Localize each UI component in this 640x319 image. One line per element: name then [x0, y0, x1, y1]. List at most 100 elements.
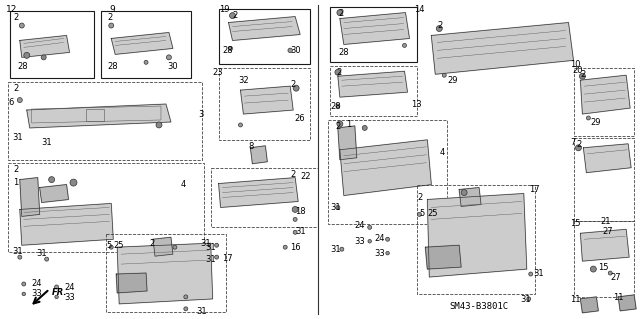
Text: 28: 28	[18, 62, 28, 71]
Bar	[101, 11, 191, 78]
Text: 31: 31	[330, 245, 340, 254]
Text: 33: 33	[355, 237, 365, 246]
Text: 29: 29	[447, 76, 458, 85]
Polygon shape	[426, 245, 461, 269]
Text: 28: 28	[108, 62, 118, 71]
Ellipse shape	[575, 145, 581, 151]
Ellipse shape	[166, 55, 172, 60]
Polygon shape	[250, 146, 268, 164]
Text: 31: 31	[201, 239, 211, 248]
Polygon shape	[241, 86, 293, 114]
Bar	[106, 234, 225, 312]
Ellipse shape	[608, 271, 612, 275]
Ellipse shape	[417, 212, 421, 216]
Text: 15: 15	[598, 263, 609, 272]
Ellipse shape	[335, 69, 341, 75]
Text: 32: 32	[239, 76, 249, 85]
Ellipse shape	[214, 243, 219, 247]
Text: SM43-B3801C: SM43-B3801C	[449, 302, 509, 311]
Text: 31: 31	[12, 133, 22, 142]
Text: 28: 28	[330, 102, 340, 111]
Text: 29: 29	[590, 118, 601, 127]
Ellipse shape	[156, 122, 162, 128]
Text: 9: 9	[109, 5, 115, 14]
Ellipse shape	[109, 23, 114, 28]
Text: 2: 2	[577, 140, 582, 149]
Text: 11: 11	[613, 293, 624, 302]
Bar	[330, 66, 417, 116]
Ellipse shape	[293, 230, 297, 234]
Text: 3: 3	[199, 110, 204, 119]
Polygon shape	[338, 126, 356, 160]
Bar	[330, 7, 417, 62]
Bar	[575, 138, 634, 221]
Bar	[575, 68, 634, 136]
Text: 14: 14	[415, 5, 425, 14]
Bar	[219, 68, 310, 140]
Text: 11: 11	[570, 295, 581, 304]
Ellipse shape	[239, 123, 243, 127]
Ellipse shape	[284, 245, 287, 249]
Text: 31: 31	[330, 204, 340, 212]
Text: 4: 4	[439, 148, 445, 157]
Ellipse shape	[184, 295, 188, 299]
Ellipse shape	[70, 179, 77, 186]
Text: 25: 25	[113, 241, 124, 250]
Ellipse shape	[173, 245, 177, 249]
Text: 31: 31	[36, 249, 47, 258]
Polygon shape	[20, 178, 40, 216]
Ellipse shape	[17, 98, 22, 103]
Text: 2: 2	[14, 84, 19, 93]
Polygon shape	[340, 140, 431, 196]
Text: 33: 33	[65, 293, 76, 302]
Ellipse shape	[442, 73, 446, 77]
Ellipse shape	[228, 47, 232, 50]
Bar	[328, 120, 447, 224]
Text: 10: 10	[570, 60, 581, 69]
Text: 24: 24	[374, 234, 385, 243]
Ellipse shape	[45, 257, 49, 261]
Text: 2: 2	[14, 165, 19, 174]
Ellipse shape	[386, 251, 389, 255]
Polygon shape	[340, 13, 410, 44]
Polygon shape	[584, 144, 631, 173]
Ellipse shape	[288, 48, 292, 53]
Text: 1: 1	[13, 178, 18, 187]
Bar	[575, 221, 634, 297]
Text: 33: 33	[374, 249, 385, 258]
Text: 30: 30	[290, 47, 301, 56]
Ellipse shape	[340, 247, 344, 251]
Text: 31: 31	[534, 269, 545, 278]
Ellipse shape	[590, 266, 596, 272]
Ellipse shape	[336, 205, 340, 210]
Bar	[219, 9, 310, 64]
Text: 4: 4	[181, 180, 186, 189]
Polygon shape	[116, 273, 147, 293]
Ellipse shape	[144, 60, 148, 64]
Text: 22: 22	[300, 172, 310, 181]
Text: 30: 30	[167, 62, 177, 71]
Bar	[211, 168, 318, 227]
Text: 5: 5	[106, 241, 111, 250]
Ellipse shape	[293, 85, 299, 91]
Text: 2: 2	[338, 9, 343, 18]
Text: 17: 17	[223, 254, 233, 263]
Text: 16: 16	[290, 243, 301, 252]
Text: 6: 6	[8, 98, 13, 107]
Ellipse shape	[586, 116, 590, 120]
Text: 24: 24	[65, 283, 75, 292]
Text: 2: 2	[290, 80, 296, 89]
Polygon shape	[27, 104, 171, 128]
Text: 28: 28	[223, 47, 233, 56]
Text: 27: 27	[602, 227, 613, 236]
Ellipse shape	[230, 13, 236, 19]
Text: 2: 2	[232, 11, 238, 20]
Ellipse shape	[386, 237, 390, 241]
Polygon shape	[618, 295, 636, 311]
Text: 2: 2	[335, 122, 340, 131]
Text: 17: 17	[529, 185, 540, 194]
Ellipse shape	[293, 217, 297, 221]
Polygon shape	[153, 237, 173, 256]
Text: 5: 5	[419, 210, 425, 219]
Text: 31: 31	[42, 138, 52, 147]
